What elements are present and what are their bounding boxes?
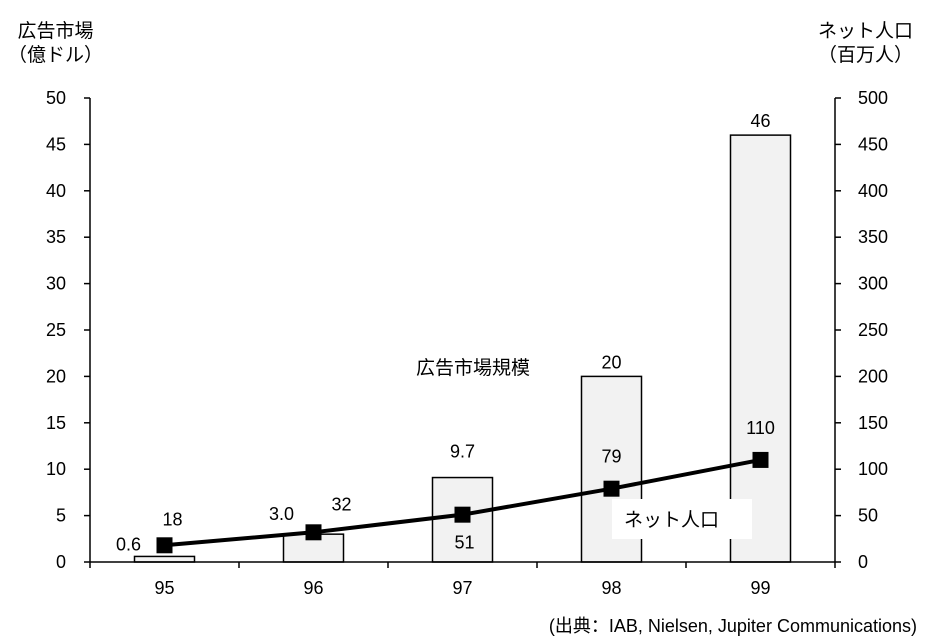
right-axis-title: ネット人口 （百万人） xyxy=(818,20,913,68)
left-axis-title: 広告市場 （億ドル） xyxy=(8,20,103,68)
left-axis-title-line2: （億ドル） xyxy=(8,45,104,66)
right-y-tick-label: 350 xyxy=(858,227,888,247)
right-y-tick-label: 500 xyxy=(858,88,888,108)
line-value-label: 110 xyxy=(746,418,775,438)
left-y-tick-label: 5 xyxy=(56,506,66,526)
x-tick-label: 95 xyxy=(154,578,174,598)
x-tick-label: 96 xyxy=(303,578,323,598)
left-y-tick-label: 10 xyxy=(46,459,66,479)
left-y-tick-label: 25 xyxy=(46,320,66,340)
right-y-tick-label: 300 xyxy=(858,274,888,294)
right-y-tick-label: 250 xyxy=(858,320,888,340)
right-y-tick-label: 450 xyxy=(858,134,888,154)
bar-value-label: 9.7 xyxy=(450,442,475,462)
line-series-name-label: ネット人口 xyxy=(624,509,719,531)
left-y-tick-label: 40 xyxy=(46,181,66,201)
left-y-tick-label: 0 xyxy=(56,552,66,572)
right-y-tick-label: 100 xyxy=(858,459,888,479)
line-marker xyxy=(752,451,769,468)
right-y-tick-label: 400 xyxy=(858,181,888,201)
line-marker xyxy=(603,480,620,497)
bar-value-label: 20 xyxy=(601,352,621,372)
x-tick-label: 99 xyxy=(750,578,770,598)
left-y-tick-label: 35 xyxy=(46,227,66,247)
right-axis-title-line2: （百万人） xyxy=(818,45,914,66)
left-axis-title-line1: 広告市場 xyxy=(17,21,94,42)
line-marker xyxy=(454,506,471,523)
bar xyxy=(729,134,792,563)
left-y-tick-label: 45 xyxy=(46,134,66,154)
right-axis-title-line1: ネット人口 xyxy=(818,21,914,42)
line-value-label: 51 xyxy=(454,533,474,553)
right-y-tick-label: 0 xyxy=(858,552,868,572)
line-value-label: 18 xyxy=(162,509,182,529)
x-tick-label: 97 xyxy=(452,578,472,598)
bar-value-label: 3.0 xyxy=(269,504,294,524)
left-y-tick-label: 50 xyxy=(46,88,66,108)
line-marker xyxy=(156,537,173,554)
left-y-tick-label: 30 xyxy=(46,274,66,294)
line-value-label: 32 xyxy=(331,494,351,514)
line-value-label: 79 xyxy=(601,447,621,467)
bar-value-label: 0.6 xyxy=(116,534,141,554)
left-y-tick-label: 20 xyxy=(46,366,66,386)
line-marker xyxy=(305,524,322,541)
line-series-name-background xyxy=(612,499,752,539)
bar-series-name-label: 広告市場規模 xyxy=(416,357,530,379)
x-tick-label: 98 xyxy=(601,578,621,598)
right-y-tick-label: 200 xyxy=(858,366,888,386)
source-note: (出典：IAB, Nielsen, Jupiter Communications… xyxy=(548,616,917,636)
bar xyxy=(133,555,196,563)
right-y-tick-label: 150 xyxy=(858,413,888,433)
right-y-tick-label: 50 xyxy=(858,506,878,526)
left-y-tick-label: 15 xyxy=(46,413,66,433)
bar-value-label: 46 xyxy=(750,111,770,131)
